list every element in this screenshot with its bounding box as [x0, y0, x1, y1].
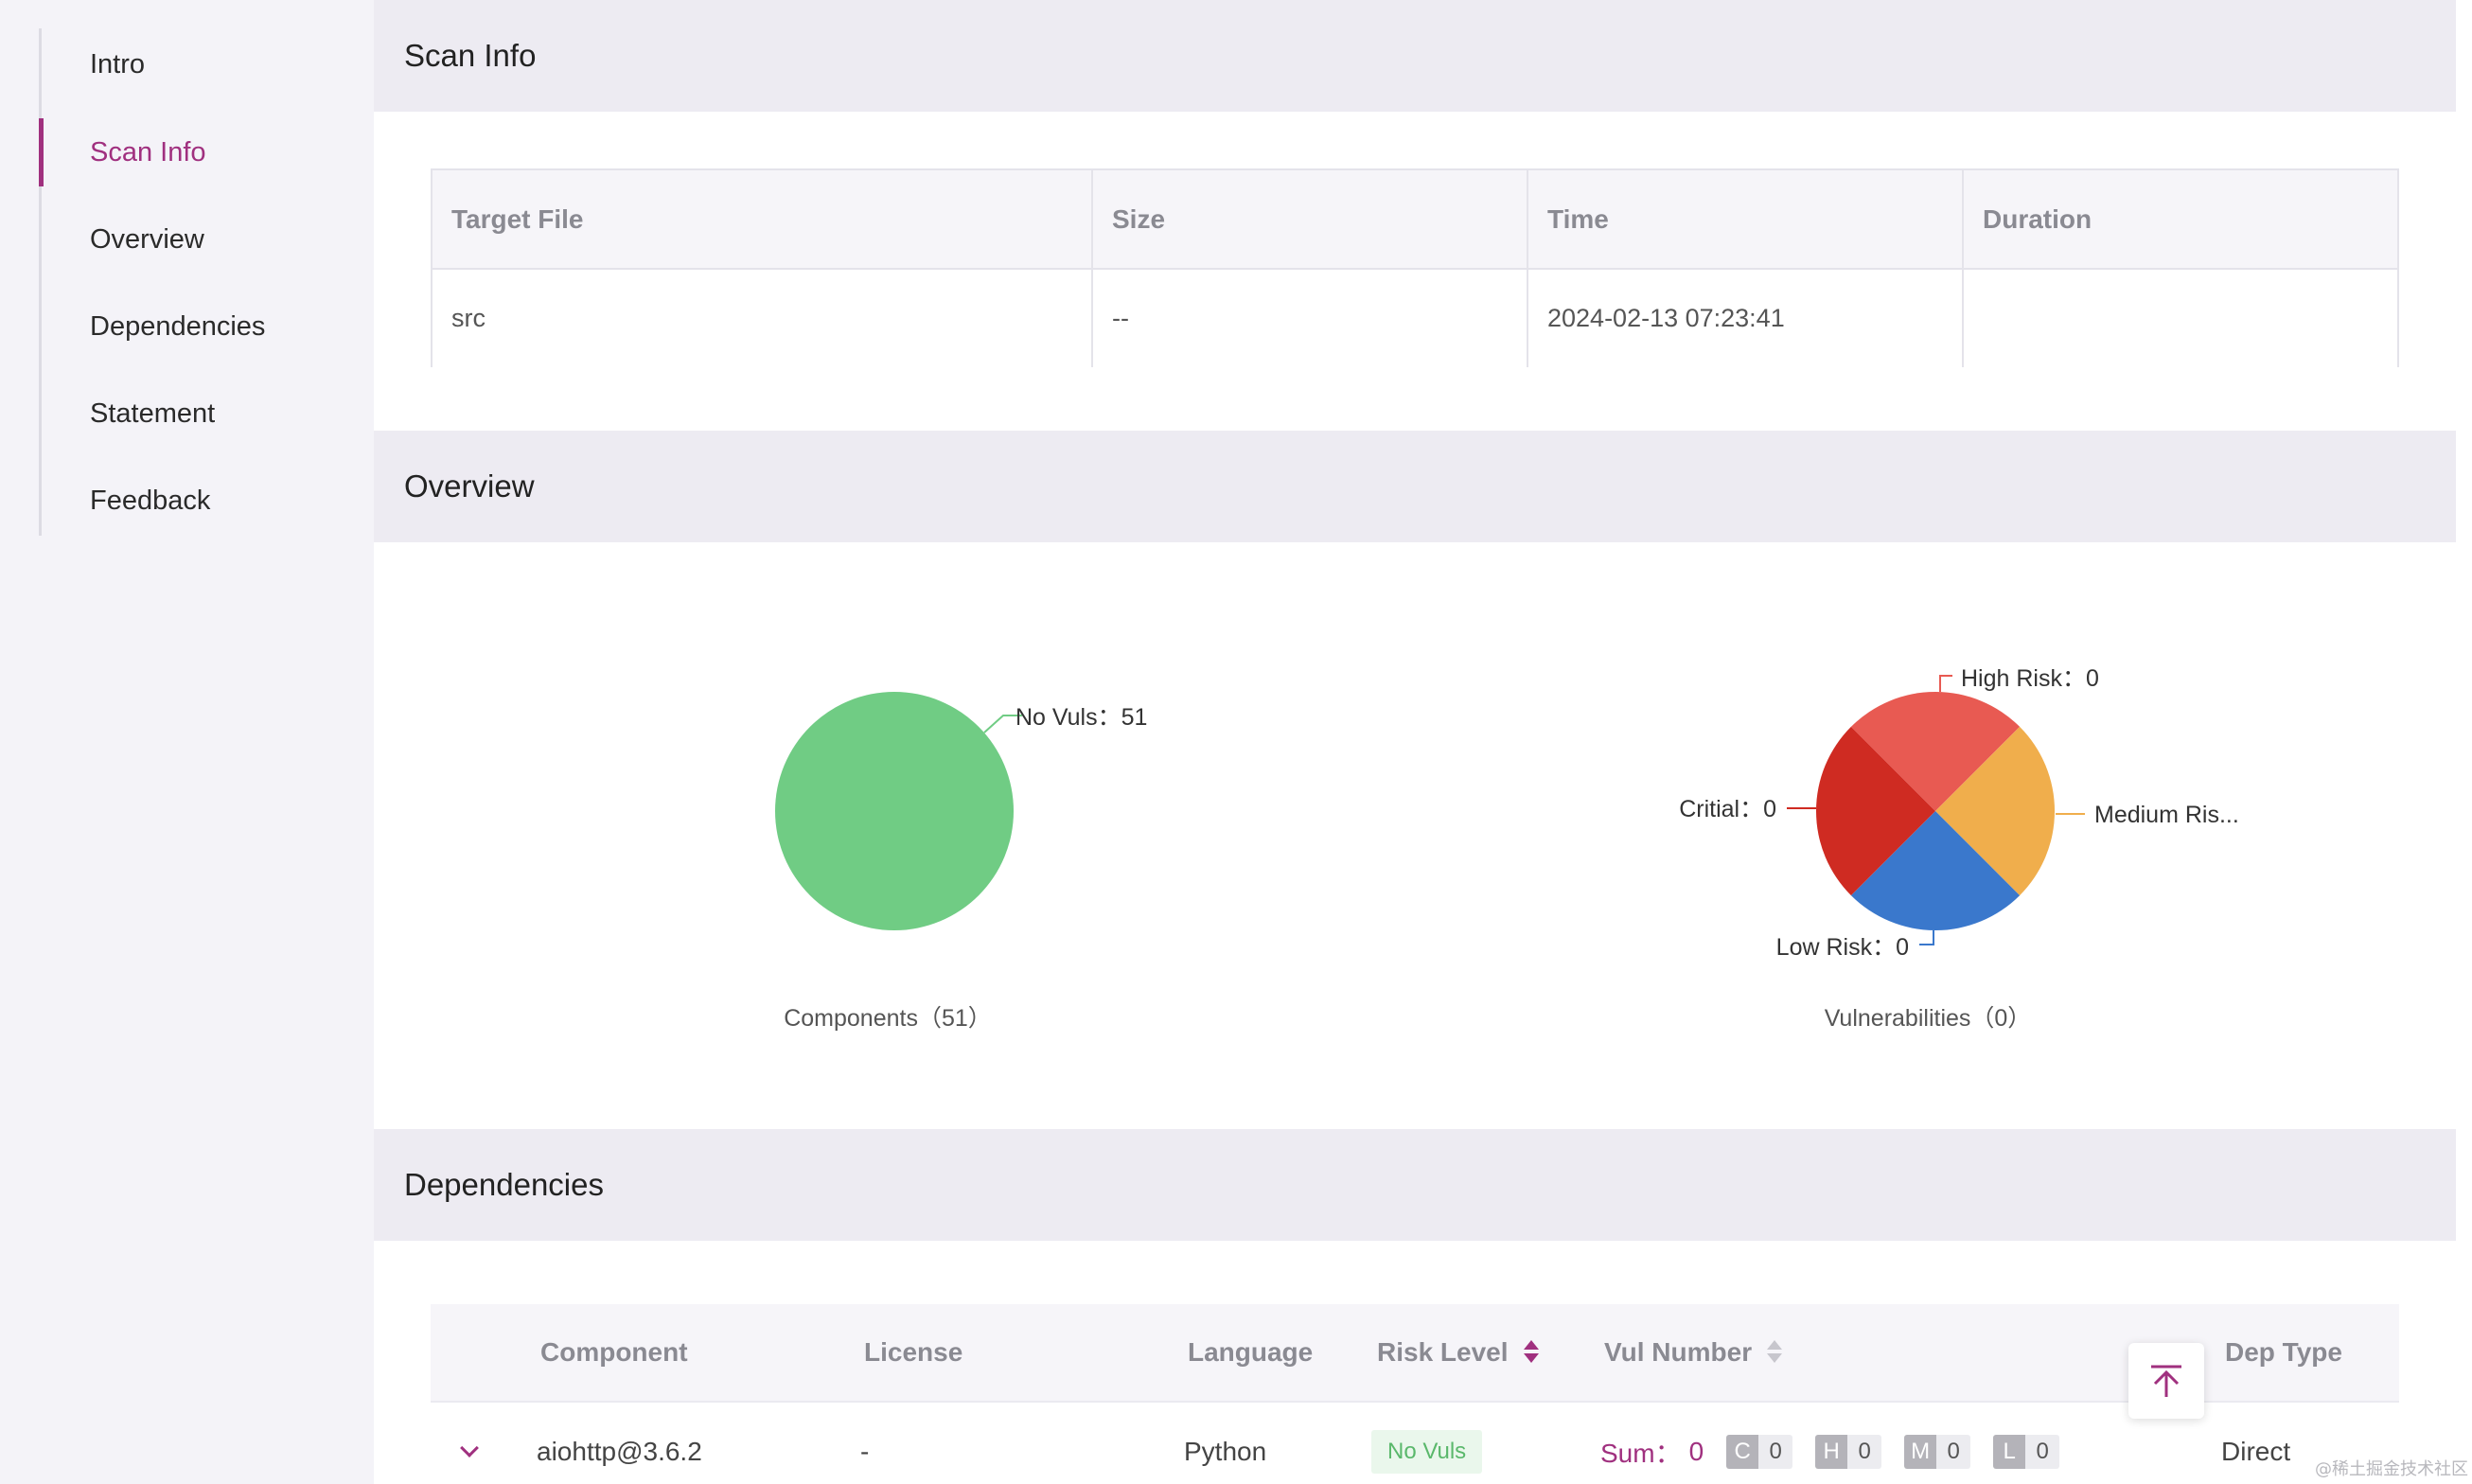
cell-duration: [1964, 270, 2397, 367]
section-title: Scan Info: [404, 38, 537, 73]
cell-dep-type: Direct: [2221, 1437, 2291, 1466]
sum-label: Sum：: [1600, 1439, 1682, 1468]
severity-count: 0: [1758, 1435, 1793, 1469]
sum-value: 0: [1688, 1437, 1704, 1466]
cell-language: Python: [1184, 1437, 1267, 1466]
sidebar-item-label: Statement: [90, 398, 216, 429]
pie-slice-critial: [1815, 726, 1935, 896]
nav-track: [39, 28, 42, 536]
pie-slice-no-vuls: [775, 692, 1014, 930]
slice-label-no-vuls: No Vuls：51: [1015, 704, 1147, 731]
column-header-label: Vul Number: [1604, 1337, 1753, 1367]
pie-slice-medium-risk: [1935, 726, 2056, 896]
cell-risk-level: No Vuls: [1371, 1404, 1483, 1484]
cell-component: aiohttp@3.6.2: [537, 1437, 702, 1466]
column-header-license: License: [864, 1337, 963, 1367]
slice-label-low-risk: Low Risk：0: [1776, 934, 1909, 961]
pie-slice-high-risk: [1850, 691, 2021, 811]
severity-count: 0: [1936, 1435, 1971, 1469]
sidebar-item-label: Feedback: [90, 485, 211, 516]
overview-charts: No Vuls：51 Components（51） High Risk：0 Mediu…: [775, 665, 2239, 1032]
slice-label-high-risk: High Risk：0: [1961, 665, 2099, 692]
sidebar-item-dependencies[interactable]: Dependencies: [39, 292, 361, 361]
sidebar-item-overview[interactable]: Overview: [39, 205, 361, 274]
pie-slice-low-risk: [1850, 811, 2021, 931]
slice-label-critial: Critial：0: [1679, 796, 1776, 822]
cell-license: -: [860, 1437, 870, 1466]
column-header-risk-level[interactable]: Risk Level: [1377, 1304, 1541, 1401]
section-header-overview: Overview: [374, 431, 2456, 542]
column-header-dep-type: Dep Type: [2225, 1337, 2342, 1367]
sidebar-item-intro[interactable]: Intro: [39, 30, 361, 98]
severity-letter: M: [1904, 1435, 1937, 1469]
sidebar-item-feedback[interactable]: Feedback: [39, 467, 361, 535]
column-header-time: Time: [1528, 170, 1964, 268]
chevron-down-icon: [460, 1439, 479, 1458]
label-leader-line: [983, 715, 1022, 733]
sort-caret-icon[interactable]: [1522, 1340, 1541, 1365]
sidebar-item-statement[interactable]: Statement: [39, 380, 361, 448]
section-title: Dependencies: [404, 1167, 604, 1202]
scrollbar[interactable]: [2456, 0, 2472, 1484]
sidebar-item-label: Dependencies: [90, 310, 266, 342]
section-header-dependencies: Dependencies: [374, 1129, 2456, 1241]
sidebar-item-label: Scan Info: [90, 136, 206, 168]
section-header-scan-info: Scan Info: [374, 0, 2456, 112]
severity-count: 0: [1847, 1435, 1882, 1469]
column-header-language: Language: [1188, 1337, 1314, 1367]
column-header-label: Risk Level: [1377, 1337, 1509, 1367]
severity-letter: C: [1726, 1435, 1759, 1469]
risk-level-badge: No Vuls: [1371, 1430, 1483, 1474]
label-leader-line: [1919, 930, 1934, 945]
table-header-row: Target File Size Time Duration: [433, 170, 2397, 270]
column-header-duration: Duration: [1983, 203, 2092, 234]
column-header-target-file: Target File: [433, 170, 1093, 268]
sidebar-item-label: Overview: [90, 223, 204, 255]
chart-caption-vulnerabilities: Vulnerabilities（0）: [1825, 1005, 2032, 1032]
severity-letter: H: [1815, 1435, 1848, 1469]
cell-target-file: src: [433, 270, 1093, 367]
sidebar-nav: Intro Scan Info Overview Dependencies St…: [0, 0, 374, 1484]
label-leader-line: [1939, 675, 1952, 692]
severity-count: 0: [2025, 1435, 2060, 1469]
expand-row-button[interactable]: [460, 1404, 479, 1484]
column-header-component: Component: [540, 1337, 688, 1367]
sidebar-item-label: Intro: [90, 48, 146, 80]
watermark: @稀土掘金技术社区: [2315, 1459, 2468, 1479]
arrow-up-to-line-icon: [2151, 1365, 2181, 1397]
chart-caption-components: Components（51）: [784, 1005, 992, 1032]
column-header-size: Size: [1093, 170, 1528, 268]
slice-label-medium-risk: Medium Ris...: [2094, 802, 2239, 828]
sidebar-item-scan-info[interactable]: Scan Info: [39, 118, 361, 186]
cell-size: --: [1093, 270, 1528, 367]
back-to-top-button[interactable]: [2128, 1343, 2204, 1419]
sort-caret-icon[interactable]: [1765, 1340, 1784, 1365]
table-row: src -- 2024-02-13 07:23:41: [433, 270, 2397, 367]
scan-info-table: Target File Size Time Duration src -- 20…: [431, 168, 2399, 367]
column-header-vul-number[interactable]: Vul Number: [1604, 1304, 1784, 1401]
section-title: Overview: [404, 468, 535, 504]
severity-letter: L: [1993, 1435, 2026, 1469]
dependencies-table-header: Component License Language Risk Level Vu…: [431, 1304, 2399, 1403]
main-content: Scan Info Target File Size Time Duration…: [374, 0, 2456, 1484]
cell-time: 2024-02-13 07:23:41: [1528, 270, 1964, 367]
